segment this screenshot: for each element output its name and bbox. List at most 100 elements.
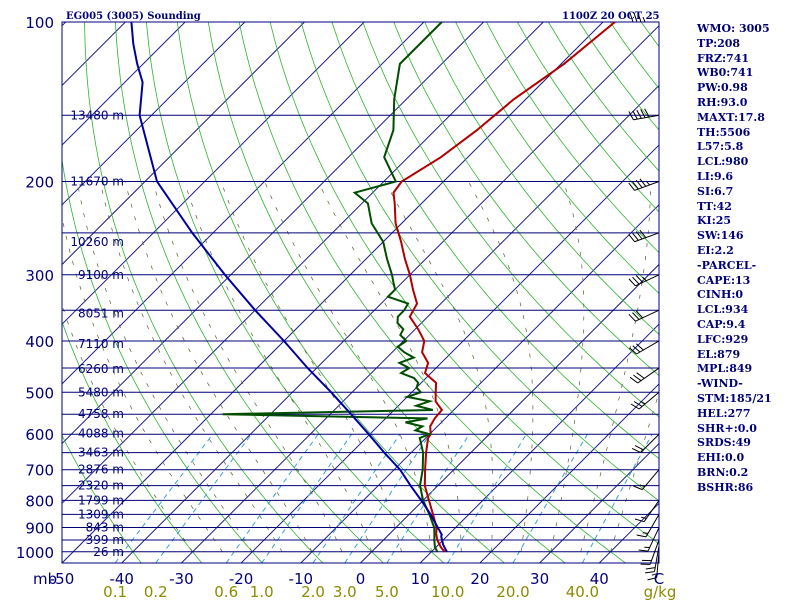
dry-adiabat <box>62 157 263 563</box>
dry-adiabat <box>331 22 659 460</box>
height-label: 8051 m <box>78 307 124 321</box>
height-label: 9100 m <box>78 268 124 282</box>
wind-barb <box>634 500 660 523</box>
temp-tick-label: -50 <box>50 570 75 588</box>
index-line: EI:2.2 <box>697 243 734 257</box>
temp-tick-label: -10 <box>289 570 314 588</box>
index-line: LI:9.6 <box>697 169 734 183</box>
dry-adiabat <box>269 22 659 545</box>
index-line: KI:25 <box>697 214 732 228</box>
pressure-unit: mb <box>33 570 57 588</box>
index-line: CINH:0 <box>697 288 744 302</box>
mixing-ratio-label: 40.0 <box>566 583 599 600</box>
moist-adiabat <box>99 181 283 552</box>
index-line: TT:42 <box>697 199 732 213</box>
trace-temperature <box>392 22 616 553</box>
wind-barb <box>628 309 660 322</box>
mixing-ratio-unit: g/kg <box>644 583 677 600</box>
plot-frame <box>61 21 660 564</box>
moist-adiabat <box>62 216 223 552</box>
height-label: 843 m <box>86 521 124 535</box>
moist-adiabat <box>317 181 462 552</box>
wind-barb <box>628 108 660 121</box>
pressure-label: 200 <box>25 174 54 192</box>
chart-time: 1100Z 20 OCT 25 <box>562 11 660 22</box>
index-line: EL:879 <box>697 347 741 361</box>
temp-tick-label: 40 <box>590 570 609 588</box>
mixing-ratio-line <box>581 433 653 563</box>
isotherm <box>62 22 186 146</box>
indices-panel: WMO: 3005 TP:208 FRZ:741 WB0:741 PW:0.98 RH:9… <box>697 22 799 496</box>
height-label: 11670 m <box>70 175 124 189</box>
pressure-label: 800 <box>25 492 54 510</box>
wind-barb <box>628 229 660 243</box>
temp-tick-label: 20 <box>470 570 489 588</box>
isotherm <box>240 144 659 563</box>
index-line: WB0:741 <box>697 66 754 80</box>
wind-barbs <box>628 12 660 581</box>
height-label: 1799 m <box>78 493 124 507</box>
mixing-ratio-line <box>344 433 431 563</box>
wind-barb <box>631 433 660 454</box>
pressure-label: 100 <box>25 14 54 32</box>
isotherm <box>360 263 659 563</box>
height-label: 26 m <box>93 545 124 559</box>
index-line: PW:0.98 <box>697 81 748 95</box>
wind-barb <box>633 469 660 491</box>
index-line: HEL:277 <box>697 406 751 420</box>
trace-parcel <box>130 22 448 553</box>
skewt-grid <box>62 22 659 563</box>
height-label: 13480 m <box>70 108 124 122</box>
dry-adiabat <box>146 22 445 563</box>
index-line: -WIND- <box>697 377 743 391</box>
dry-adiabat <box>176 22 505 563</box>
moist-adiabat <box>124 181 313 552</box>
temp-tick-label: -30 <box>169 570 194 588</box>
height-label: 4758 m <box>78 407 124 421</box>
index-line: -PARCEL- <box>697 258 757 272</box>
moist-adiabat <box>468 181 534 552</box>
dry-adiabat <box>362 22 659 418</box>
mixing-ratio-label: 0.6 <box>214 583 238 600</box>
temp-tick-label: 0 <box>356 570 366 588</box>
temp-tick-label: -20 <box>229 570 254 588</box>
pressure-label: 300 <box>25 267 54 285</box>
wind-barb <box>645 545 660 574</box>
index-line: TH:5506 <box>697 125 751 139</box>
height-label: 2320 m <box>78 479 124 493</box>
dry-adiabat <box>62 434 142 563</box>
isotherm <box>539 442 659 563</box>
wind-barb <box>640 539 660 565</box>
temp-tick-label: 10 <box>411 570 430 588</box>
index-line: SRDS:49 <box>697 436 751 450</box>
wind-barb <box>628 178 660 191</box>
index-line: LFC:929 <box>697 332 749 346</box>
isotherm <box>62 22 604 563</box>
index-line: LCL:934 <box>697 303 749 317</box>
moist-adiabat <box>62 303 193 552</box>
isotherm <box>62 22 365 325</box>
temp-unit: C <box>654 570 664 588</box>
isotherm <box>62 22 544 505</box>
mixing-ratio-label: 5.0 <box>375 583 399 600</box>
dry-adiabat <box>300 22 659 502</box>
dry-adiabat <box>62 320 203 563</box>
isotherm <box>62 22 305 266</box>
index-line: CAP:9.4 <box>697 317 746 331</box>
dry-adiabat <box>115 22 384 563</box>
index-line: BRN:0.2 <box>697 465 749 479</box>
height-label: 5480 m <box>78 385 124 399</box>
index-line: SI:6.7 <box>697 184 734 198</box>
mixing-ratio-label: 20.0 <box>496 583 529 600</box>
mixing-ratio-label: 10.0 <box>431 583 464 600</box>
dry-adiabat <box>238 22 626 563</box>
isotherm <box>62 22 246 206</box>
height-label: 3463 m <box>78 446 124 460</box>
temp-tick-label: -40 <box>109 570 134 588</box>
mixing-ratio-line <box>261 433 353 563</box>
index-line: WMO: 3005 <box>697 22 770 35</box>
isotherm <box>62 22 425 385</box>
index-line: CAPE:13 <box>697 273 751 287</box>
